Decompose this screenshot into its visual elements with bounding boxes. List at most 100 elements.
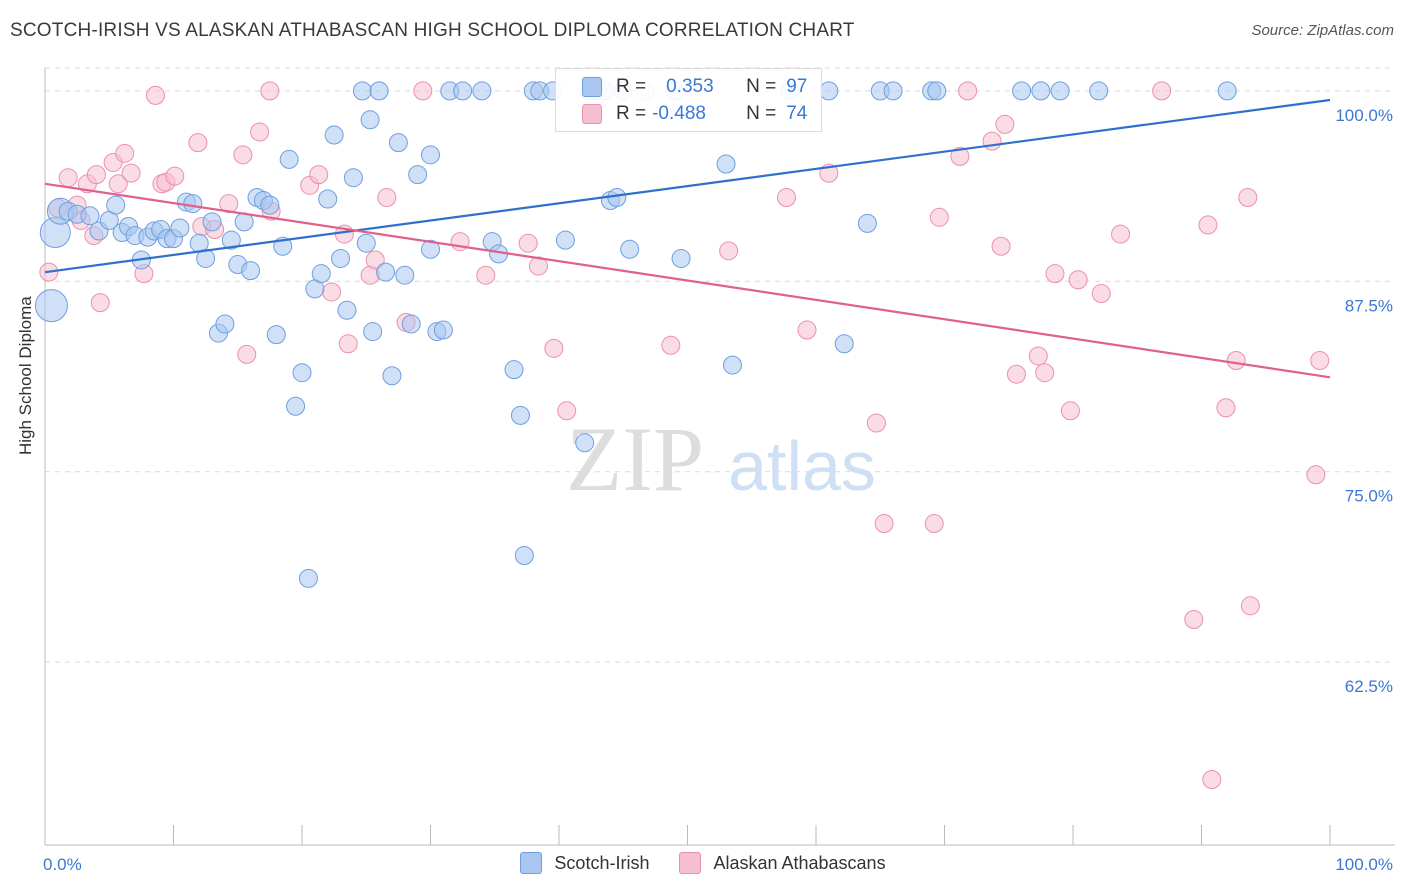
n-value: 97	[786, 76, 808, 97]
blue-point	[183, 194, 203, 214]
n-value: 74	[786, 103, 808, 124]
r-value: 0.353	[666, 76, 714, 97]
pink-point	[958, 81, 978, 101]
blue-point	[408, 165, 428, 185]
y-tick-label: 62.5%	[1345, 677, 1393, 696]
blue-point	[433, 320, 453, 340]
blue-point	[819, 81, 839, 101]
y-tick-label: 87.5%	[1345, 296, 1393, 315]
pink-point	[86, 165, 106, 185]
r-label: R =	[616, 76, 647, 97]
bottom-legend: Scotch-Irish Alaskan Athabascans	[0, 852, 1406, 874]
x-tick-label: 100.0%	[1335, 855, 1393, 874]
watermark-atlas: atlas	[728, 427, 876, 505]
pink-point	[260, 81, 280, 101]
blue-point	[324, 125, 344, 145]
stats-legend: R = 0.353 N = 97 R = -0.488 N = 74	[555, 68, 822, 132]
n-label: N =	[746, 76, 777, 97]
pink-point	[518, 233, 538, 253]
pink-point	[1198, 215, 1218, 235]
pink-point	[1306, 465, 1326, 485]
blue-point	[722, 355, 742, 375]
legend-row-alaskan-athabascans: R = -0.488 N = 74	[582, 101, 807, 127]
blue-swatch	[520, 852, 543, 874]
blue-point	[395, 265, 415, 285]
pink-point	[1238, 188, 1258, 207]
blue-point	[671, 248, 691, 268]
blue-swatch	[582, 77, 602, 97]
blue-point	[352, 81, 372, 101]
pink-swatch	[582, 104, 602, 124]
pink-point	[950, 146, 970, 166]
pink-point	[58, 168, 78, 188]
pink-point	[544, 338, 564, 358]
pink-point	[929, 207, 949, 227]
blue-point	[360, 110, 380, 130]
blue-point	[286, 396, 306, 416]
blue-point	[221, 230, 241, 250]
blue-point	[1089, 81, 1109, 101]
pink-point	[377, 188, 397, 207]
blue-point	[106, 195, 126, 215]
pink-point	[1035, 363, 1055, 383]
blue-point	[369, 81, 389, 101]
legend-row-scotch-irish: R = 0.353 N = 97	[582, 74, 807, 100]
blue-point	[343, 168, 363, 188]
pink-point	[233, 145, 253, 165]
blue-point	[298, 568, 318, 588]
pink-point	[338, 334, 358, 354]
pink-point	[1184, 610, 1204, 630]
pink-point	[776, 188, 796, 207]
legend-label: Scotch-Irish	[554, 852, 650, 873]
pink-point	[115, 143, 135, 163]
blue-point	[834, 334, 854, 354]
pink-point	[188, 133, 208, 153]
pink-point	[1045, 264, 1065, 284]
blue-point	[575, 433, 595, 453]
pink-point	[165, 166, 185, 186]
trend-line-scotch-irish	[44, 98, 1331, 274]
legend-label: Alaskan Athabascans	[713, 852, 886, 873]
blue-point	[376, 262, 396, 282]
pink-point	[661, 335, 681, 355]
pink-point	[121, 163, 141, 183]
pink-point	[309, 165, 329, 185]
blue-point	[421, 239, 440, 259]
pink-point	[1028, 346, 1048, 366]
pink-point	[1111, 224, 1131, 244]
blue-point	[1031, 81, 1051, 101]
blue-point	[388, 133, 408, 153]
pink-point	[866, 413, 886, 433]
pink-point	[797, 320, 817, 340]
pink-point	[146, 85, 166, 105]
pink-point	[1091, 283, 1111, 303]
chart-title: SCOTCH-IRISH VS ALASKAN ATHABASCAN HIGH …	[10, 20, 855, 41]
blue-point	[421, 145, 440, 165]
watermark-zip: ZIP	[566, 408, 704, 510]
pink-point	[219, 194, 239, 214]
pink-point	[982, 131, 1002, 151]
x-tick-label: 0.0%	[43, 855, 82, 874]
legend-item-alaskan-athabascans: Alaskan Athabascans	[679, 852, 886, 874]
pink-swatch	[679, 852, 702, 874]
blue-point	[34, 289, 68, 323]
pink-point	[1202, 769, 1222, 789]
pink-point	[557, 401, 577, 421]
pink-point	[995, 114, 1015, 134]
blue-point	[80, 206, 100, 226]
y-tick-label: 100.0%	[1335, 106, 1393, 125]
pink-point	[1226, 351, 1246, 371]
blue-point	[292, 363, 312, 383]
axes	[44, 68, 1395, 846]
trend-line-alaskan-athabascans	[44, 182, 1331, 379]
pink-point	[365, 250, 385, 270]
blue-point	[1012, 81, 1032, 101]
pink-point	[250, 122, 270, 142]
blue-point	[555, 230, 575, 250]
blue-point	[510, 405, 530, 425]
r-label: R =	[616, 103, 647, 124]
y-tick-label: 75.0%	[1345, 487, 1393, 506]
blue-point	[607, 188, 627, 207]
blue-point	[1217, 81, 1237, 101]
blue-point	[472, 81, 492, 101]
